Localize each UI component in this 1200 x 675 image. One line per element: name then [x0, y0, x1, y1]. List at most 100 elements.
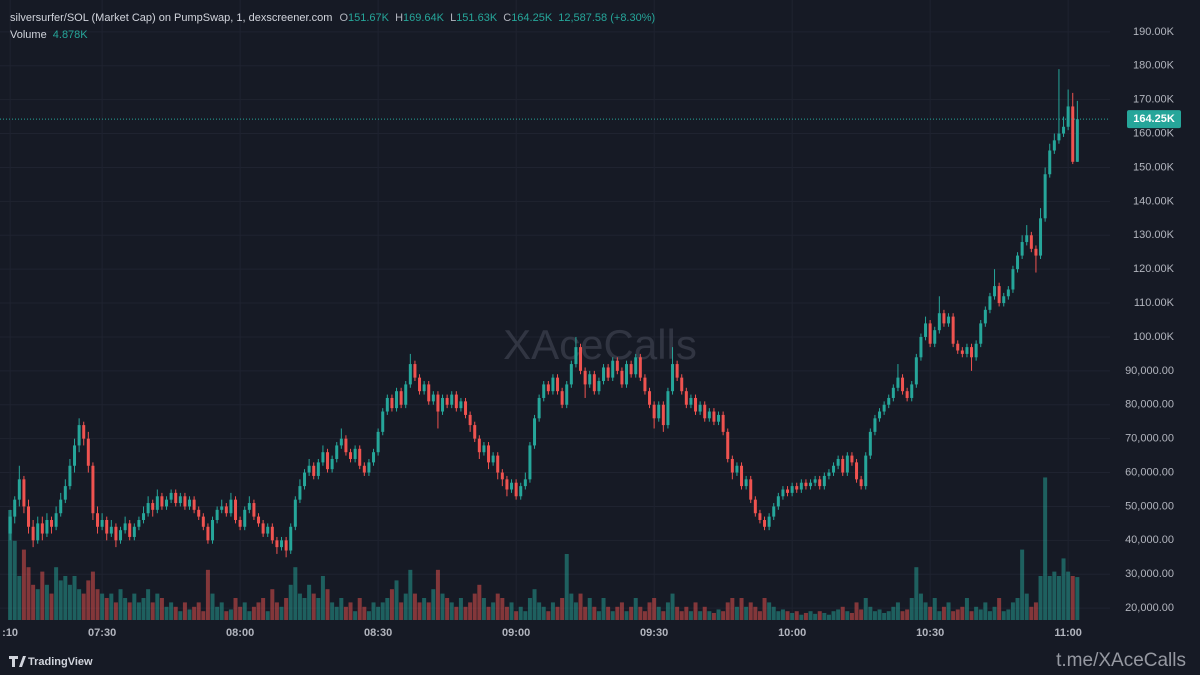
- ohlc-value: 151.67K: [348, 12, 390, 24]
- candle-body: [542, 384, 546, 398]
- candle-body: [799, 482, 803, 490]
- volume-bar: [619, 602, 624, 620]
- candle-body: [611, 360, 615, 378]
- candle-body: [721, 414, 725, 432]
- candle-body: [606, 367, 610, 378]
- candle-body: [583, 370, 587, 385]
- candle-body: [537, 397, 541, 419]
- volume-bar: [859, 609, 864, 620]
- volume-bar: [408, 569, 413, 620]
- volume-bar: [872, 611, 877, 620]
- candle-body: [298, 486, 302, 500]
- candle-body: [859, 479, 863, 487]
- volume-bar: [569, 593, 574, 620]
- volume-bar: [1056, 576, 1061, 620]
- volume-bar: [389, 589, 394, 620]
- volume-bar: [279, 606, 284, 620]
- candle-body: [947, 316, 951, 324]
- x-tick-label: 08:00: [226, 627, 254, 639]
- volume-bar: [960, 606, 965, 620]
- candle-body: [878, 411, 882, 419]
- volume-bar: [31, 584, 36, 620]
- volume-bar: [762, 598, 767, 620]
- candle-body: [1025, 235, 1029, 243]
- candle-body: [211, 520, 215, 541]
- candle-body: [579, 347, 583, 371]
- volume-bar: [159, 598, 164, 620]
- volume-bar: [721, 611, 726, 620]
- candle-body: [781, 489, 785, 497]
- candle-body: [385, 397, 389, 412]
- volume-bar: [555, 606, 560, 620]
- volume-bar: [711, 612, 716, 620]
- candle-body: [804, 482, 808, 487]
- volume-bar: [817, 611, 822, 620]
- volume-bar: [371, 602, 376, 620]
- candle-body: [648, 391, 652, 405]
- volume-bar: [422, 598, 427, 620]
- volume-bar: [12, 540, 17, 620]
- volume-bar: [665, 602, 670, 620]
- volume-bar: [771, 606, 776, 620]
- volume-bar: [932, 598, 937, 620]
- candle-body: [795, 486, 799, 490]
- volume-bar: [546, 611, 551, 620]
- candle-body: [114, 526, 118, 541]
- candle-body: [749, 479, 753, 500]
- volume-bar: [675, 606, 680, 620]
- candle-body: [638, 357, 642, 378]
- volume-bar: [794, 611, 799, 620]
- candle-body: [661, 404, 665, 426]
- volume-bar: [997, 598, 1002, 620]
- volume-bar: [1020, 549, 1025, 620]
- volume-bar: [95, 589, 100, 620]
- volume-bar: [21, 549, 26, 620]
- candle-body: [339, 438, 343, 446]
- volume-bar: [587, 598, 592, 620]
- candle-body: [289, 526, 293, 551]
- volume-bar: [1043, 477, 1048, 620]
- volume-bar: [730, 598, 735, 620]
- candle-body: [36, 523, 40, 541]
- candle-body: [970, 347, 974, 358]
- volume-bar: [86, 580, 91, 620]
- volume-bar: [785, 611, 790, 620]
- candle-body: [454, 394, 458, 409]
- volume-bar: [491, 602, 496, 620]
- volume-bar: [937, 611, 942, 620]
- candle-body: [335, 445, 339, 459]
- volume-bar: [610, 611, 615, 620]
- volume-bar: [656, 606, 661, 620]
- ohlc-key: O: [339, 12, 348, 24]
- candle-body: [698, 404, 702, 412]
- volume-bar: [150, 602, 155, 620]
- volume-bar: [813, 613, 818, 620]
- candle-body: [224, 506, 228, 514]
- volume-bar: [578, 593, 583, 620]
- volume-bar: [946, 602, 951, 620]
- candle-body: [951, 316, 955, 344]
- candle-body: [960, 350, 964, 354]
- volume-bar: [514, 611, 519, 620]
- volume-bar: [366, 611, 371, 620]
- volume-bar: [357, 598, 362, 620]
- candle-body: [1075, 119, 1079, 162]
- x-tick-label: 10:30: [916, 627, 944, 639]
- volume-bar: [192, 606, 197, 620]
- volume-bar: [100, 593, 105, 620]
- volume-bar: [799, 614, 804, 620]
- candle-body: [390, 397, 394, 409]
- volume-bar: [449, 602, 454, 620]
- x-tick-label: 08:30: [364, 627, 392, 639]
- volume-bar: [992, 606, 997, 620]
- volume-bar: [633, 598, 638, 620]
- candle-body: [868, 431, 872, 456]
- volume-bar: [40, 571, 45, 620]
- y-tick-label: 170.00K: [1133, 94, 1175, 106]
- y-tick-label: 80,000.00: [1125, 399, 1174, 411]
- volume-bar: [757, 611, 762, 620]
- volume-bar: [877, 609, 882, 620]
- volume-bar: [348, 602, 353, 620]
- volume-bar: [339, 598, 344, 620]
- volume-bar: [385, 598, 390, 620]
